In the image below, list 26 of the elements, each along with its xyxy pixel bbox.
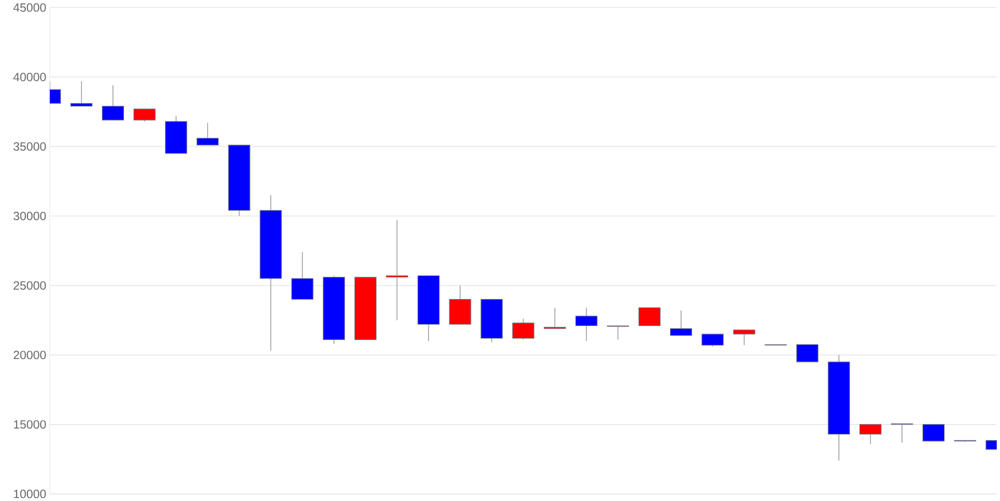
candlestick <box>512 318 534 340</box>
candlestick <box>196 122 219 146</box>
candlestick <box>702 333 724 347</box>
candlestick <box>606 325 629 340</box>
y-tick-label: 45000 <box>13 3 46 12</box>
y-tick-label: 35000 <box>14 142 46 151</box>
y-tick-label: 15000 <box>14 420 46 428</box>
y-tick-label: 30000 <box>14 212 46 220</box>
candlestick <box>70 80 92 106</box>
candlestick <box>575 307 598 342</box>
candlestick <box>859 424 882 444</box>
candlestick <box>291 251 314 300</box>
candlestick <box>638 307 661 326</box>
candlestick <box>796 344 818 362</box>
candlestick <box>733 329 756 346</box>
candlestick <box>102 84 124 120</box>
candlestick <box>386 220 408 320</box>
candlestick <box>670 310 692 336</box>
candlestick <box>890 423 914 443</box>
candlestick <box>134 108 156 122</box>
y-tick-label: 10000 <box>14 489 46 498</box>
y-tick-label: 25000 <box>14 281 46 290</box>
y-tick-label: 20000 <box>14 350 46 359</box>
candlestick <box>544 307 566 329</box>
y-tick-label: 40000 <box>13 72 46 82</box>
candlestick <box>922 424 945 442</box>
